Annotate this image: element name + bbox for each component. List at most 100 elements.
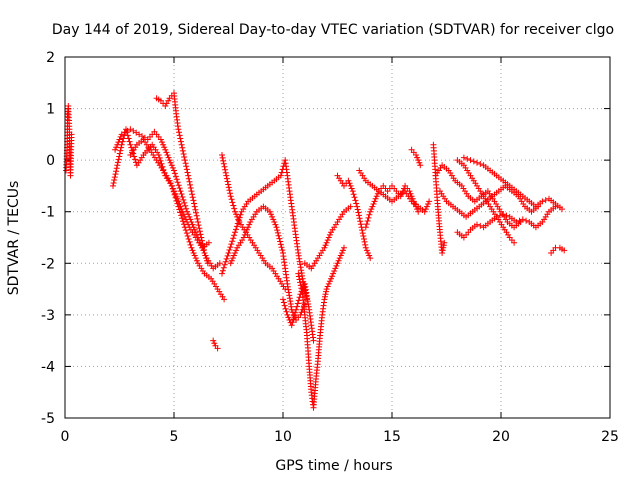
data-point [493,213,500,220]
data-point [202,252,209,259]
data-point [460,154,467,161]
data-point [185,172,192,179]
data-point [426,198,433,205]
data-point [110,180,117,186]
data-point [189,191,196,198]
data-point [274,227,281,234]
data-point [182,160,189,167]
data-point [352,197,359,204]
data-point [224,252,231,259]
data-point [224,178,231,185]
data-point [310,337,317,344]
data-point [173,176,180,183]
data-point [357,218,364,225]
data-point [421,208,428,215]
data-point [272,221,279,228]
data-point [425,201,431,207]
y-tick-label: -3 [41,308,55,324]
data-points [63,90,568,411]
data-point [178,206,185,213]
data-point [363,221,370,228]
data-point [330,270,337,277]
data-point [204,257,210,264]
data-point [230,202,237,209]
data-point [297,282,304,289]
data-point [359,230,366,237]
data-point [205,239,212,246]
data-point [184,233,191,239]
data-point [185,236,192,242]
data-point [500,211,507,218]
chart-title: Day 144 of 2019, Sidereal Day-to-day VTE… [52,22,614,38]
data-point [116,153,123,160]
data-point [132,156,139,163]
data-point [219,267,226,274]
data-point [371,198,378,205]
data-point [467,157,474,164]
data-point [171,188,177,195]
data-point [297,279,304,286]
data-point [179,147,186,154]
data-point [182,202,189,209]
data-point [266,208,273,215]
data-point [210,337,217,344]
data-point [188,244,195,251]
data-point [278,169,285,176]
data-point [464,155,471,162]
data-point [362,224,369,231]
data-point [286,317,293,323]
data-point [241,231,248,238]
data-point [295,273,302,280]
data-point [169,185,176,192]
data-point [325,280,332,287]
data-point [191,252,198,259]
data-point [181,199,188,206]
data-point [233,226,239,233]
data-point [350,191,357,198]
x-tick-label: 10 [274,429,292,445]
data-point [293,306,300,313]
data-point [275,232,282,239]
data-point [516,217,523,224]
data-point [177,188,184,195]
data-point [353,200,360,207]
data-point [155,152,162,158]
data-point [361,238,368,245]
data-point [111,174,118,181]
data-point [276,235,283,242]
data-point [365,214,372,221]
x-axis-label: GPS time / hours [275,458,392,474]
data-point [172,173,179,180]
data-point [470,158,477,165]
data-point [163,149,170,156]
data-point [175,198,182,205]
data-point [187,241,194,248]
data-point [113,168,120,175]
data-point [410,198,417,205]
data-point [113,165,120,172]
data-point [354,203,361,210]
data-point [179,208,186,215]
data-point [423,203,430,210]
data-point [216,260,223,267]
data-point [185,175,192,182]
data-point [338,250,345,256]
data-point [160,141,167,148]
data-point [299,275,306,282]
data-point [226,187,233,194]
data-point [219,270,225,277]
data-point [225,181,232,188]
data-point [225,184,232,191]
data-point [232,208,238,215]
data-point [221,261,228,268]
y-axis-label: SDTVAR / TECUs [6,181,22,296]
data-point [360,233,367,239]
data-point [347,203,354,210]
data-point [189,194,196,201]
data-point [233,247,240,254]
data-point [110,182,116,189]
data-point [561,247,568,254]
data-point [277,238,284,245]
data-point [230,235,237,242]
